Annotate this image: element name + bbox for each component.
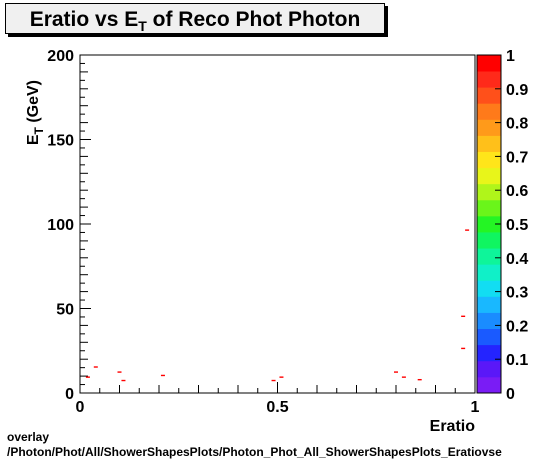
colorbar-segment [477,55,501,72]
colorbar-segment [477,248,501,265]
colorbar-tick-label: 0.2 [506,318,528,335]
colorbar-tick-label: 0.8 [506,116,528,133]
y-axis-label-main: E [25,134,42,145]
colorbar-tick-labels: 0 0.1 0.2 0.3 0.4 0.5 0.6 0.7 0.8 0.9 1 [506,48,528,403]
colorbar-segment [477,151,501,169]
colorbar-tick-label: 0.6 [506,183,528,200]
colorbar-segment [477,167,501,185]
colorbar-segment [477,119,501,136]
colorbar-tick-label: 1 [506,48,515,65]
colorbar-segment [477,87,501,104]
data-point [401,376,406,378]
colorbar-segment [477,280,501,297]
data-point [93,366,98,368]
data-point [461,315,466,318]
colorbar-segment [477,328,501,346]
data-point [461,347,466,350]
data-point [121,379,126,382]
data-point [160,374,165,377]
data-point [271,379,276,382]
data-point [85,376,90,378]
x-axis-label: Eratio [430,418,476,435]
colorbar-tick-label: 0 [506,386,515,403]
y-tick-label: 0 [65,386,74,403]
colorbar-tick-label: 0.3 [506,285,528,302]
colorbar-tick-label: 0.7 [506,149,528,166]
y-axis-tick-labels: 0 50 100 150 200 [47,48,74,403]
colorbar-segment [477,71,501,88]
data-point [417,378,422,381]
colorbar-segment [477,376,501,394]
colorbar [476,54,502,394]
data-points [85,229,470,382]
y-tick-label: 200 [47,48,74,65]
y-axis-label-subscript: T [32,126,46,134]
data-point [279,376,284,378]
data-point [465,229,470,231]
chart-title-subscript: T [138,18,147,34]
y-tick-label: 150 [47,133,74,150]
colorbar-segment [477,135,501,152]
data-point [394,371,398,373]
plot-frame [79,54,476,394]
x-axis-ticks [79,382,476,393]
y-axis-label: ET (GeV) [25,80,46,145]
colorbar-segment [477,183,501,201]
colorbar-tick-label: 0.5 [506,217,528,234]
x-axis-tick-labels: 0 0.5 1 [76,399,480,416]
chart-title-main: Eratio vs E [29,8,139,31]
y-tick-label: 100 [47,217,74,234]
colorbar-segment [477,264,501,281]
x-tick-label: 0.5 [266,399,288,416]
colorbar-tick-label: 0.4 [506,251,528,268]
data-point [117,371,122,373]
colorbar-segment [477,215,501,233]
y-tick-label: 50 [56,302,74,319]
colorbar-segment [477,296,501,313]
colorbar-segment [477,103,501,120]
footer-path: /Photon/Phot/All/ShowerShapesPlots/Photo… [7,445,502,459]
x-tick-label: 1 [471,399,480,416]
footer-overlay-label: overlay [7,430,50,444]
colorbar-segment [477,232,501,249]
colorbar-segment [477,199,501,217]
y-axis-ticks [80,54,91,394]
colorbar-tick-label: 0.1 [506,352,528,369]
colorbar-segment [477,344,501,362]
colorbar-tick-label: 0.9 [506,82,528,99]
chart-title: Eratio vs ET of Reco Phot Photon [5,3,385,34]
x-tick-label: 0 [76,399,85,416]
colorbar-segment [477,312,501,330]
y-axis-label-unit: (GeV) [25,80,42,127]
chart-title-rest: of Reco Phot Photon [146,8,361,31]
colorbar-segment [477,360,501,378]
